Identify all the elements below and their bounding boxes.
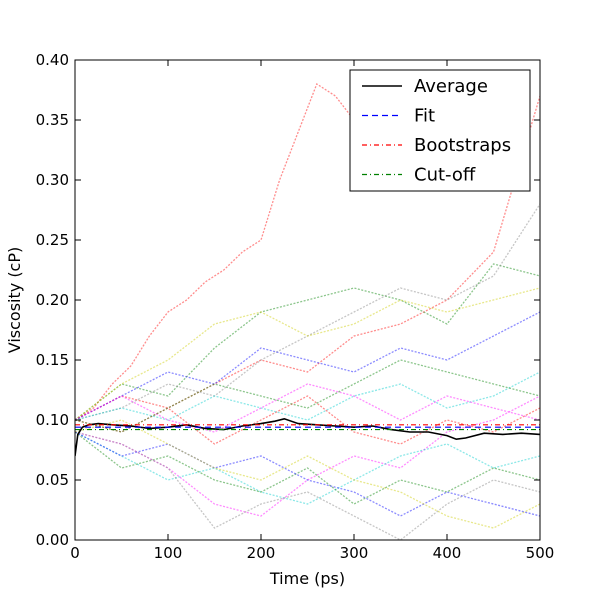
- bootstrap-trace-0: [75, 83, 392, 421]
- bootstrap-trace-13: [75, 371, 540, 421]
- x-tick-label: 300: [340, 544, 369, 562]
- bootstrap-trace-10: [75, 431, 540, 517]
- y-tick-label: 0.25: [36, 231, 69, 249]
- legend-label: Cut-off: [414, 165, 476, 186]
- legend-label: Average: [414, 76, 488, 97]
- y-tick-label: 0.05: [36, 471, 69, 489]
- bootstrap-trace-5: [75, 287, 540, 421]
- legend: Average Fit Bootstraps Cut-off: [349, 69, 531, 192]
- bootstrap-trace-11: [75, 395, 540, 445]
- y-tick-label: 0.00: [36, 531, 69, 549]
- y-tick-label: 0.10: [36, 411, 69, 429]
- x-tick-label: 100: [154, 544, 183, 562]
- y-axis-label: Viscosity (cP): [5, 247, 24, 354]
- bootstrap-trace-6: [75, 395, 540, 517]
- bootstrap-trace-7: [75, 431, 540, 505]
- legend-box: [349, 69, 531, 192]
- x-tick-label: 200: [247, 544, 276, 562]
- x-tick-label: 500: [526, 544, 555, 562]
- y-tick-label: 0.35: [36, 111, 69, 129]
- bootstrap-trace-2: [75, 263, 540, 421]
- bootstrap-trace-4: [75, 311, 540, 421]
- bootstrap-trace-12: [75, 419, 540, 529]
- bootstrap-trace-8: [75, 431, 540, 505]
- bootstrap-trace-15: [75, 359, 540, 433]
- x-tick-label: 400: [433, 544, 462, 562]
- bootstrap-trace-3: [75, 203, 540, 421]
- y-tick-label: 0.15: [36, 351, 69, 369]
- legend-label: Fit: [414, 106, 435, 127]
- bootstrap-trace-1: [75, 95, 540, 421]
- x-tick-label: 0: [70, 544, 80, 562]
- bootstrap-trace-9: [75, 431, 540, 540]
- legend-label: Bootstraps: [414, 135, 511, 156]
- x-axis-label: Time (ps): [269, 569, 345, 588]
- y-tick-label: 0.20: [36, 291, 69, 309]
- y-tick-label: 0.30: [36, 171, 69, 189]
- bootstrap-trace-14: [75, 383, 540, 433]
- y-tick-label: 0.40: [36, 51, 69, 69]
